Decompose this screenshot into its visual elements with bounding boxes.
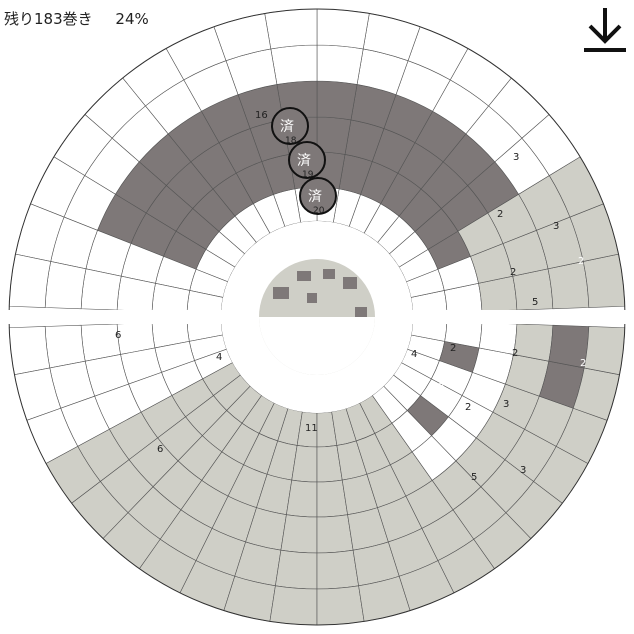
ring-cell (264, 8, 318, 50)
ring-cell (275, 549, 318, 590)
label-3b: 3 (553, 221, 559, 232)
svg-text:19: 19 (302, 170, 314, 180)
svg-text:済: 済 (308, 189, 322, 205)
ring-cell (44, 324, 86, 369)
label-2e: 2 (438, 382, 444, 393)
ring-cell (316, 585, 365, 626)
label-4b: 4 (216, 352, 222, 363)
label-6b: 6 (157, 444, 163, 455)
label-3d: 3 (520, 465, 526, 476)
ring-cell (582, 253, 626, 308)
done-18: 済 18 (271, 107, 309, 146)
ring-cell (269, 585, 318, 626)
svg-text:18: 18 (285, 136, 297, 146)
ring-cell (316, 8, 370, 50)
ring-cell (270, 44, 318, 85)
label-2hl2: 2 (580, 358, 586, 369)
ring-cell (547, 261, 590, 310)
ring-cell (44, 261, 87, 310)
progress-percent: 24% (115, 10, 149, 28)
done-19: 済 19 (288, 141, 326, 180)
remaining-count: 残り183巻き (4, 10, 93, 28)
ring-cell (8, 326, 51, 376)
label-3c: 3 (503, 399, 509, 410)
ring-cell (316, 549, 359, 590)
svg-text:20: 20 (313, 206, 325, 216)
hub-block (355, 307, 367, 317)
hub-block (343, 277, 357, 289)
ring-cell (316, 80, 358, 121)
download-arrow-icon (584, 8, 626, 52)
ring-cell (513, 323, 554, 362)
ring-cell (286, 479, 318, 518)
ring-cell (280, 514, 318, 554)
label-2d: 2 (512, 348, 518, 359)
label-2hl: 2 (578, 256, 584, 267)
download-button[interactable] (582, 6, 628, 54)
hub-block (273, 287, 289, 299)
hub-block (307, 293, 317, 303)
ring-cell (80, 268, 122, 311)
label-5a: 5 (532, 297, 538, 308)
ring-cell (8, 253, 52, 308)
label-6a: 6 (115, 330, 121, 341)
hub-lower (259, 317, 375, 375)
ring-cells (8, 8, 626, 626)
label-5b: 5 (471, 472, 477, 483)
ring-cell (316, 514, 354, 554)
ring-cell (316, 44, 364, 85)
ring-cell (583, 326, 626, 376)
svg-text:済: 済 (297, 153, 311, 169)
label-2a: 2 (497, 209, 503, 220)
label-2f: 2 (465, 402, 471, 413)
label-3a: 3 (513, 152, 519, 163)
label-16: 16 (255, 110, 268, 121)
label-2b: 2 (510, 267, 516, 278)
hub-block (323, 269, 335, 279)
label-2c: 2 (450, 343, 456, 354)
svg-text:済: 済 (280, 119, 294, 135)
progress-status: 残り183巻き 24% (4, 8, 149, 29)
hub-block (297, 271, 311, 281)
done-20: 済 20 (299, 177, 337, 216)
center-hub (259, 259, 375, 375)
label-4a: 4 (411, 349, 417, 360)
label-11: 11 (305, 423, 318, 434)
